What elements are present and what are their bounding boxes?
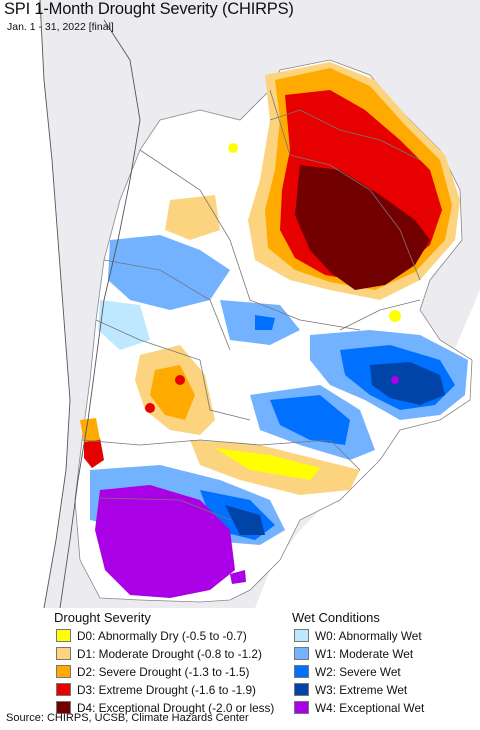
atlantic-ocean: [255, 290, 480, 608]
d2-swatch: [56, 665, 71, 678]
legend-label: D3: Extreme Drought (-1.6 to -1.9): [77, 682, 256, 697]
legend-item-d0: D0: Abnormally Dry (-0.5 to -0.7): [56, 627, 247, 644]
w3-swatch: [294, 683, 309, 696]
legend-item-w1: W1: Moderate Wet: [294, 645, 413, 662]
legend-item-d4: D4: Exceptional Drought (-2.0 or less): [56, 699, 274, 716]
date-subtitle: Jan. 1 - 31, 2022 [final]: [7, 21, 114, 33]
legend-label: W1: Moderate Wet: [315, 646, 414, 661]
w2-spot-central: [255, 315, 275, 330]
d3-spot: [325, 110, 335, 120]
admin-borders: [81, 89, 421, 521]
w1-region-west: [108, 235, 230, 310]
w4-swatch: [294, 701, 309, 714]
w0-swatch: [294, 629, 309, 642]
legend-item-w2: W2: Severe Wet: [294, 663, 401, 680]
d4-region-north: [295, 165, 430, 290]
w4-spot-east: [391, 376, 399, 384]
legend-item-d2: D2: Severe Drought (-1.3 to -1.5): [56, 663, 249, 680]
drought-legend-title: Drought Severity: [54, 610, 151, 625]
d1-swatch: [56, 647, 71, 660]
legend-label: D2: Severe Drought (-1.3 to -1.5): [77, 664, 250, 679]
d0-region-south: [215, 448, 320, 480]
legend-label: D4: Exceptional Drought (-2.0 or less): [77, 700, 275, 715]
w4-region-patagonia: [95, 485, 235, 598]
source-credit: Source: CHIRPS, UCSB, Climate Hazards Ce…: [6, 712, 249, 724]
d3-region-chile: [84, 438, 104, 468]
w3-region-patagonia: [225, 505, 265, 535]
legend-item-d1: D1: Moderate Drought (-0.8 to -1.2): [56, 645, 262, 662]
legend-label: W0: Abnormally Wet: [315, 628, 422, 643]
andes-border: [59, 19, 141, 608]
chile-coast: [39, 0, 71, 608]
d4-swatch: [56, 701, 71, 714]
legend-item-w3: W3: Extreme Wet: [294, 681, 407, 698]
w1-swatch: [294, 647, 309, 660]
legend-label: W3: Extreme Wet: [315, 682, 408, 697]
legend-label: D0: Abnormally Dry (-0.5 to -0.7): [77, 628, 247, 643]
legend-label: D1: Moderate Drought (-0.8 to -1.2): [77, 646, 262, 661]
legend-item-w4: W4: Exceptional Wet: [294, 699, 424, 716]
wet-legend-title: Wet Conditions: [292, 610, 380, 625]
w3-region-east: [370, 362, 445, 405]
drought-map: [0, 0, 480, 608]
w4-region-tierra: [230, 570, 246, 584]
w2-region-southcentral: [270, 395, 350, 445]
d0-spot: [389, 310, 401, 322]
legend-item-w0: W0: Abnormally Wet: [294, 627, 422, 644]
w2-swatch: [294, 665, 309, 678]
d3-spot: [293, 123, 307, 137]
d3-spot-central: [175, 375, 185, 385]
d3-spot-central: [145, 403, 155, 413]
legend-label: W2: Severe Wet: [315, 664, 401, 679]
page-title: SPI 1-Month Drought Severity (CHIRPS): [4, 0, 294, 18]
d3-swatch: [56, 683, 71, 696]
d0-spot: [228, 143, 238, 153]
d1-region-west: [165, 195, 220, 240]
pacific-ocean: [0, 0, 70, 608]
d0-swatch: [56, 629, 71, 642]
w0-region-west: [98, 300, 150, 350]
legend-label: W4: Exceptional Wet: [315, 700, 425, 715]
legend-item-d3: D3: Extreme Drought (-1.6 to -1.9): [56, 681, 256, 698]
